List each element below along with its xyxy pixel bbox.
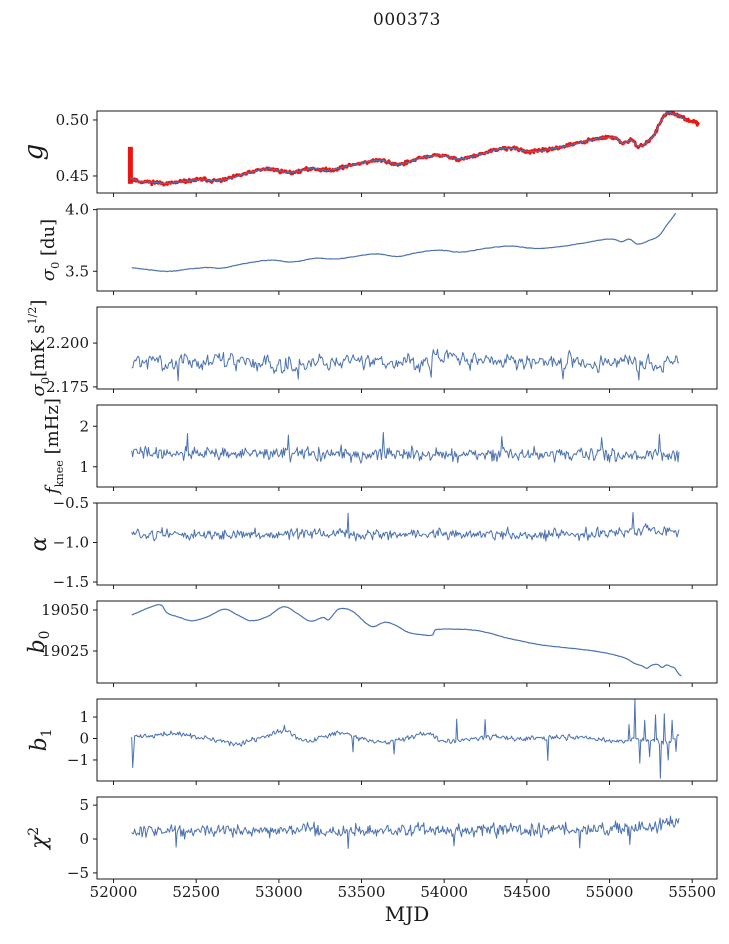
panel-g: 0.50 0.45 g	[19, 110, 718, 197]
x-tick-label: 52000	[90, 883, 138, 901]
figure-title: 000373	[373, 10, 441, 30]
series-marker-band	[127, 111, 701, 187]
y-tick-label: −0.5	[53, 494, 89, 512]
panel-frame	[96, 698, 718, 782]
y-axis-label: σ0 [du]	[38, 219, 62, 281]
series-line	[131, 815, 680, 849]
y-tick-label: 0	[79, 729, 89, 747]
series-line	[131, 604, 682, 677]
series-line	[131, 212, 677, 273]
y-tick-label: 1	[79, 458, 89, 476]
panel-frame	[96, 306, 718, 390]
y-tick-label: 19050	[41, 601, 89, 619]
y-axis-label: α	[27, 536, 52, 551]
y-axis-label: b0	[25, 631, 53, 654]
panel-frame	[96, 404, 718, 488]
y-tick-label: −1.0	[53, 533, 89, 551]
y-axis-label: fknee [mHz]	[42, 398, 66, 496]
panel-f_knee: 2 1 fknee [mHz]	[42, 398, 718, 496]
panel-sigma0_du: 4.0 3.5σ0 [du]	[38, 201, 718, 295]
panel-alpha-series	[131, 511, 680, 542]
panel-frame	[96, 796, 718, 880]
panel-sigma0_mks-series	[131, 348, 680, 382]
x-tick-label: 55500	[668, 883, 716, 901]
x-axis-label: MJD	[384, 902, 430, 926]
y-tick-label: 1	[79, 708, 89, 726]
x-tick-label: 52500	[172, 883, 220, 901]
y-tick-label: −5	[67, 864, 89, 882]
panel-frame	[96, 110, 718, 194]
y-tick-label: 0.50	[56, 111, 89, 129]
x-tick-label: 55000	[586, 883, 634, 901]
series-line	[131, 348, 680, 382]
panel-frame	[96, 208, 718, 292]
panel-frame	[96, 600, 718, 684]
y-tick-label: 3.5	[65, 262, 89, 280]
panel-chi2-series	[131, 815, 680, 849]
y-axis-label: χ2	[26, 827, 52, 851]
y-tick-label: 4.0	[65, 201, 89, 219]
x-tick-label: 54500	[503, 883, 551, 901]
panel-sigma0_du-series	[131, 212, 677, 273]
series-line	[131, 431, 680, 464]
y-tick-label: 19025	[41, 642, 89, 660]
panel-chi2: 52000 52500 53000 53500 54000 54500 55000 55500…	[26, 796, 718, 901]
panel-b1: 1 0 −1 b1	[27, 698, 718, 785]
y-tick-label: −1.5	[53, 573, 89, 591]
y-axis-label: g	[19, 144, 49, 161]
series-line	[131, 699, 680, 779]
y-tick-label: 2	[79, 417, 89, 435]
y-tick-label: 5	[79, 796, 89, 814]
series-line	[130, 111, 687, 185]
x-tick-label: 53000	[255, 883, 303, 901]
y-tick-label: 0.45	[56, 167, 89, 185]
y-tick-label: 2.200	[46, 334, 89, 352]
y-axis-label: σ0[mK s1/2]	[26, 300, 52, 397]
y-tick-label: −1	[67, 751, 89, 769]
panel-frame	[96, 502, 718, 586]
y-tick-label: 2.175	[46, 378, 89, 396]
panel-b1-series	[131, 699, 680, 779]
series-line	[131, 511, 680, 542]
panel-alpha: −0.5 −1.0 −1.5 α	[27, 494, 718, 591]
x-tick-label: 54000	[420, 883, 468, 901]
panel-b0-series	[131, 604, 682, 677]
y-axis-label: b1	[27, 729, 55, 752]
x-tick-label: 53500	[338, 883, 386, 901]
y-tick-label: 0	[79, 830, 89, 848]
panel-g-series	[127, 111, 701, 187]
panel-f_knee-series	[131, 431, 680, 464]
